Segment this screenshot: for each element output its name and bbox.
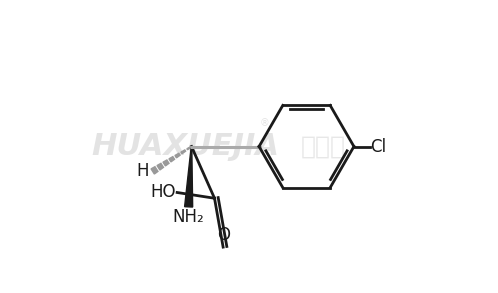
Polygon shape [187,146,191,150]
Text: ®: ® [260,118,270,129]
Text: O: O [217,226,230,244]
Polygon shape [175,153,180,158]
Polygon shape [157,163,163,170]
Text: HO: HO [150,183,176,202]
Text: NH₂: NH₂ [173,208,205,226]
Text: 化学加: 化学加 [301,134,346,159]
Text: H: H [136,162,148,180]
Polygon shape [151,167,158,174]
Polygon shape [169,157,174,162]
Polygon shape [163,160,169,166]
Polygon shape [181,150,186,154]
Text: HUAXUEJIA: HUAXUEJIA [92,132,280,161]
Polygon shape [185,146,193,207]
Text: Cl: Cl [371,137,386,156]
